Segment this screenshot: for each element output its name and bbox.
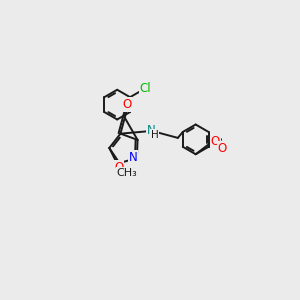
Text: N: N: [146, 124, 155, 137]
Text: H: H: [151, 130, 158, 140]
Text: CH₃: CH₃: [117, 168, 137, 178]
Text: O: O: [114, 161, 124, 174]
Text: Cl: Cl: [140, 82, 151, 95]
Text: N: N: [129, 151, 137, 164]
Text: O: O: [122, 98, 132, 111]
Text: O: O: [211, 135, 220, 148]
Text: O: O: [217, 142, 226, 155]
